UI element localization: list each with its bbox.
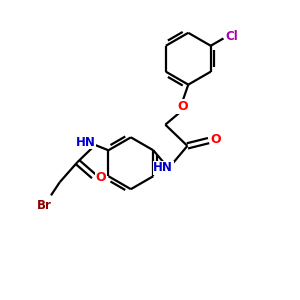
Text: O: O xyxy=(96,171,106,184)
Text: O: O xyxy=(177,100,188,113)
Text: HN: HN xyxy=(76,136,96,148)
Text: Br: Br xyxy=(37,199,52,212)
Text: Cl: Cl xyxy=(225,30,238,44)
Text: O: O xyxy=(211,134,221,146)
Text: HN: HN xyxy=(153,161,173,174)
